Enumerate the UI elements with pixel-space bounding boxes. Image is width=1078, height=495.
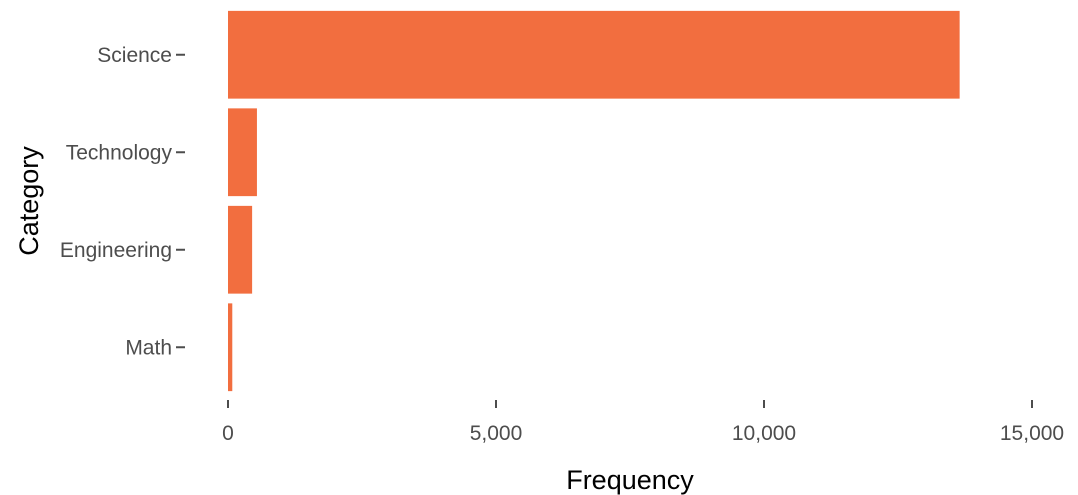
x-tick-label: 5,000 [470, 422, 523, 445]
y-axis: Science Technology Engineering Math [60, 44, 185, 359]
bar-technology [228, 108, 257, 197]
bars-group [228, 10, 960, 392]
bar-engineering [228, 205, 253, 294]
bar-science [228, 10, 960, 99]
y-tick-label-technology: Technology [66, 141, 173, 164]
x-tick-label: 15,000 [1000, 422, 1064, 445]
y-axis-title: Category [14, 146, 44, 256]
x-axis-title: Frequency [566, 465, 694, 495]
x-tick-label: 10,000 [732, 422, 796, 445]
x-axis: 0 5,000 10,000 15,000 [222, 400, 1064, 445]
bar-math [228, 303, 233, 392]
x-tick-label: 0 [222, 422, 234, 445]
y-tick-label-science: Science [97, 44, 172, 67]
y-tick-label-math: Math [125, 336, 172, 359]
y-tick-label-engineering: Engineering [60, 239, 172, 262]
